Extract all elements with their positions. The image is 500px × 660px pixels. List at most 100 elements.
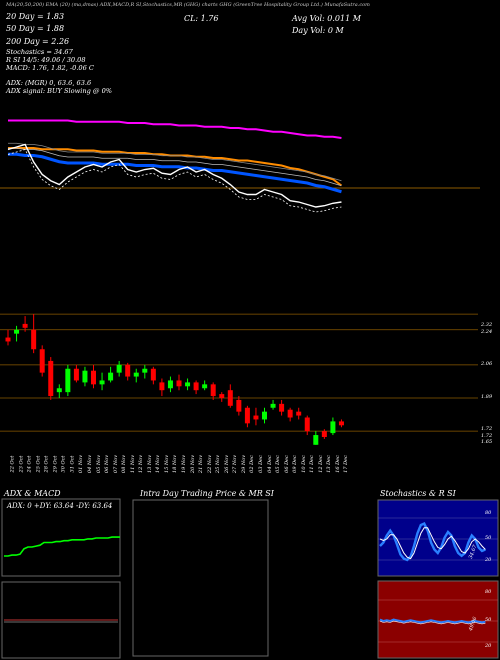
date-label: 15 Nov [163, 454, 170, 474]
date-label: 04 Nov [87, 454, 94, 474]
adx-signal-label: ADX signal: BUY Slowing @ 0% [6, 87, 113, 95]
date-label: 26 Nov [223, 454, 230, 474]
price-chart [0, 119, 480, 445]
date-label: 05 Dec [274, 455, 281, 473]
date-label: 10 Dec [300, 455, 307, 473]
adx-panel-title: ADX & MACD [4, 489, 61, 498]
date-label: 17 Dec [343, 455, 350, 473]
day-volume-label: Day Vol: 0 M [292, 26, 344, 35]
stochastics-label: Stochastics = 34.67 [6, 48, 73, 56]
date-label: 22 Nov [206, 454, 213, 474]
candle-body [31, 329, 37, 350]
date-label: 07 Nov [112, 454, 119, 474]
price-level-label: 1.89 [481, 394, 493, 400]
intraday-panel-title: Intra Day Trading Price & MR SI [140, 489, 274, 498]
candle-body [338, 421, 344, 426]
candle-body [48, 360, 54, 397]
adx-label: ADX: (MGR) 0, 63.6, 63.6 [6, 79, 92, 87]
candle-body [167, 380, 173, 389]
candle-body [142, 368, 148, 373]
date-label: 02 Dec [249, 455, 256, 473]
close-price-line [7, 143, 342, 208]
date-label: 11 Nov [129, 454, 136, 474]
stoch-level-label: 20 [485, 557, 492, 563]
stoch-level-label: 80 [485, 510, 492, 516]
candle-body [304, 417, 310, 432]
date-axis: 22 Oct 23 Oct 24 Oct 25 Oct 28 Oct 29 Oct 30 O… [0, 446, 500, 486]
date-label: 09 Dec [292, 455, 299, 473]
candle-body [236, 399, 242, 412]
date-label: 25 Oct [35, 455, 42, 473]
adx-readout: ADX: 0 +DY: 63.64 -DY: 63.64 [7, 502, 113, 510]
date-label: 12 Dec [317, 455, 324, 473]
candle-body [330, 421, 336, 434]
candle-body [262, 411, 267, 420]
candle-body [185, 382, 191, 387]
candle-body [22, 323, 28, 328]
candle-body [219, 394, 225, 398]
date-label: 11 Dec [309, 455, 316, 473]
price-level-label: 2.32 [481, 322, 493, 328]
band-line-upper [8, 147, 342, 187]
date-label: 22 Oct [9, 455, 16, 473]
chart-header: MA(20,50,200) EMA (20) (ma,dmas) ADX,MAC… [6, 2, 370, 8]
candle-body [65, 368, 71, 393]
date-label: 30 Oct [60, 455, 67, 473]
date-label: 18 Nov [172, 454, 179, 474]
price-level-label: 2.24 [481, 329, 493, 335]
date-label: 12 Nov [138, 454, 145, 474]
macd-label: MACD: 1.76, 1.82, -0.06 C [6, 64, 94, 72]
ma50-label: 50 Day = 1.88 [6, 24, 65, 33]
date-label: 08 Nov [121, 454, 128, 474]
candle-body [39, 349, 45, 373]
candle-body [253, 415, 259, 420]
date-label: 01 Nov [78, 454, 85, 474]
candle-body [125, 364, 131, 377]
macd-panel [1, 581, 121, 659]
intraday-panel [132, 499, 269, 657]
adx-panel [1, 498, 121, 577]
date-label: 06 Nov [104, 454, 111, 474]
candle-body [202, 384, 208, 389]
close-label: CL: 1.76 [184, 14, 219, 23]
date-label: 31 Oct [69, 455, 76, 473]
date-label: 21 Nov [198, 454, 205, 474]
date-label: 27 Nov [232, 454, 239, 474]
candle-body [150, 368, 156, 381]
band-line-outer [8, 142, 342, 182]
date-label: 13 Dec [326, 455, 333, 473]
candle-body [133, 372, 139, 377]
rsi-level-label: 80 [485, 589, 492, 595]
rsi-label: R SI 14/5: 49.06 / 30.08 [6, 56, 86, 64]
price-level-label: 1.72 [481, 433, 493, 439]
date-label: 13 Nov [146, 454, 153, 474]
candle-body [14, 329, 20, 334]
candle-body [5, 337, 11, 342]
date-label: 28 Oct [43, 455, 50, 473]
adx-line [4, 536, 120, 557]
candle-body [91, 370, 96, 385]
ma-line-20-day [8, 152, 342, 194]
candle-body [176, 380, 182, 387]
date-label: 25 Nov [215, 454, 222, 474]
stoch-value-label: 34.67 [467, 544, 479, 560]
candle-body [244, 407, 250, 424]
date-label: 23 Oct [17, 455, 24, 473]
candle-body [99, 380, 105, 385]
candle-body [227, 390, 233, 406]
date-label: 24 Oct [26, 455, 33, 473]
ma200-label: 200 Day = 2.26 [6, 37, 70, 46]
date-label: 03 Dec [257, 455, 264, 473]
candle-body [321, 431, 327, 437]
candle-body [116, 364, 122, 373]
rsi-level-label: 20 [485, 643, 492, 649]
candle-body [56, 388, 62, 393]
candle-body [73, 368, 79, 381]
date-label: 14 Nov [155, 454, 162, 474]
stochastics-panel [377, 499, 499, 577]
price-level-label: 2.06 [481, 361, 493, 367]
stoch-panel-title: Stochastics & R SI [380, 489, 456, 498]
avg-volume-label: Avg Vol: 0.011 M [292, 14, 361, 23]
date-label: 20 Nov [189, 454, 196, 474]
